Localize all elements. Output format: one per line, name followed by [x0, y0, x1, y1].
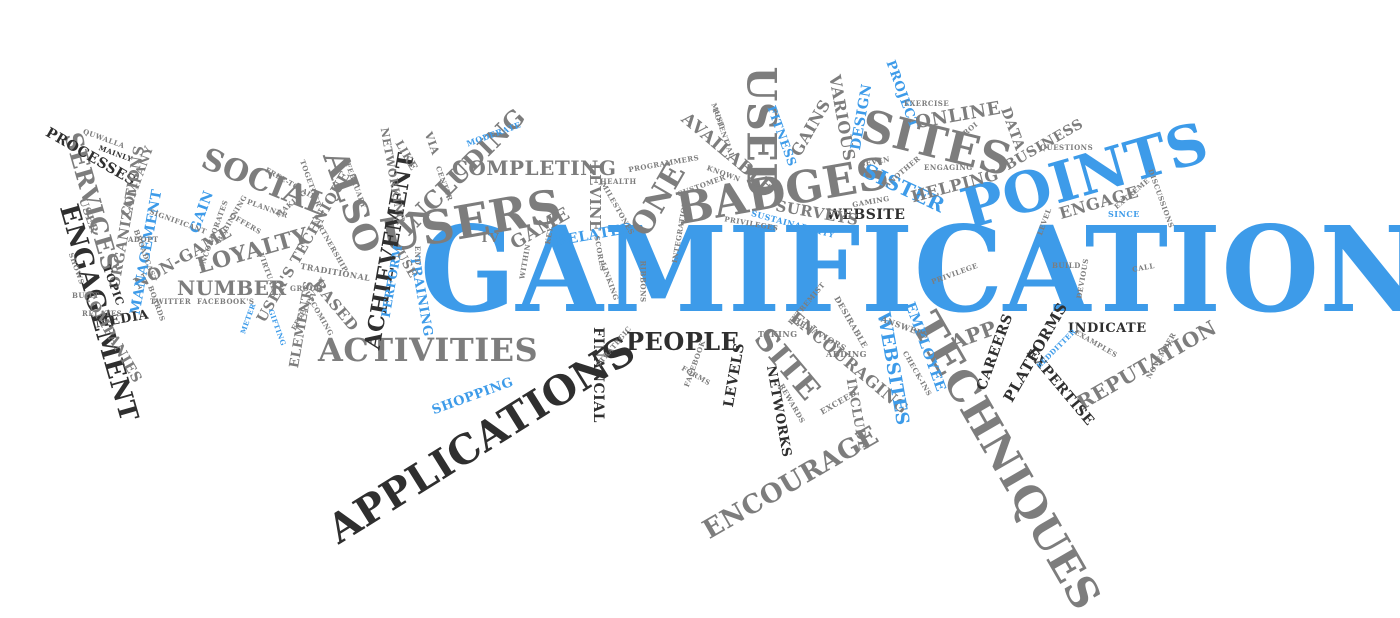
word-twitter: TWITTER — [150, 297, 192, 306]
word-since: SINCE — [1108, 209, 1140, 219]
word-via: VIA — [421, 130, 443, 157]
word-levine: LEVINE — [585, 163, 604, 232]
word-build: BUILD — [1052, 261, 1081, 270]
word-number: NUMBER — [177, 276, 287, 300]
word-gamification: GAMIFICATION — [420, 201, 1400, 340]
word-health: HEALTH — [600, 177, 637, 186]
word-tv: TV — [480, 231, 500, 245]
word-built: BUILT — [72, 291, 100, 300]
word-facebooks: FACEBOOK'S — [197, 297, 255, 306]
word-traditional: TRADITIONAL — [299, 260, 372, 284]
word-adding: ADDING — [826, 349, 867, 359]
word-relates: RELATES — [82, 309, 123, 318]
word-adopt: ADOPT — [128, 235, 159, 244]
word-questions: QUESTIONS — [1040, 143, 1094, 152]
word-activities: ACTIVITIES — [318, 331, 539, 369]
word-meter: METER — [238, 301, 258, 336]
word-must: MUST — [709, 101, 727, 130]
word-exercise: EXERCISE — [904, 99, 950, 108]
word-indicate: INDICATE — [1068, 321, 1147, 336]
word-gifting: GIFTING — [266, 307, 289, 348]
word-financial: FINANCIAL — [589, 327, 606, 423]
word-website: WEBSITE — [826, 207, 906, 223]
word-group: GROUP — [290, 284, 322, 293]
word-engaging: ENGAGING — [924, 163, 973, 172]
word-taking: TAKING — [758, 329, 798, 339]
word-gains: GAINS — [786, 96, 835, 160]
word-people: PEOPLE — [626, 327, 740, 356]
word-completing: COMPLETING — [452, 156, 617, 180]
word-end: END — [413, 245, 423, 266]
word-ribbons: RIBBONS — [638, 260, 648, 303]
